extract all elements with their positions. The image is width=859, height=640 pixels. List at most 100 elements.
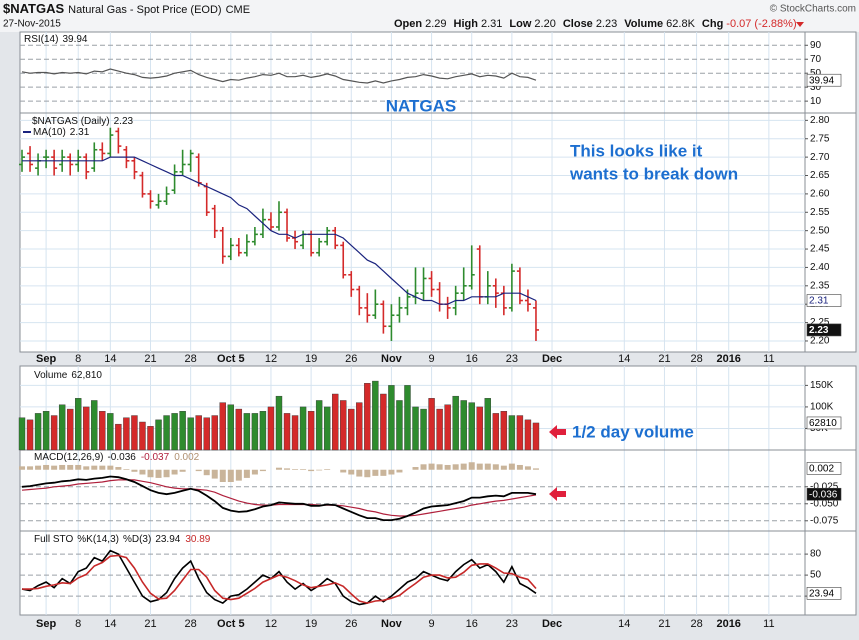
x-tick-label: 11 (763, 353, 774, 365)
histogram-bar (83, 466, 90, 470)
quote-label: High (454, 18, 479, 30)
volume-bar (267, 406, 275, 451)
histogram-bar (364, 469, 371, 478)
histogram-bar (500, 465, 507, 470)
volume-bar (468, 402, 475, 451)
volume-bar (299, 406, 307, 451)
line (22, 554, 537, 604)
value-badge-label: -0.036 (809, 489, 838, 500)
volume-bar (492, 413, 500, 451)
histogram-bar (219, 469, 226, 482)
x-tick-label: 12 (265, 353, 277, 365)
arrow (549, 425, 566, 439)
volume-bar (123, 417, 130, 451)
volume-bar (50, 415, 58, 451)
arrow (549, 487, 566, 501)
y-tick-label: -0.025 (810, 481, 839, 492)
x-tick-label: 9 (429, 618, 435, 630)
volume-bar (34, 413, 42, 451)
y-tick-label: -0.075 (810, 515, 839, 526)
x-tick-label: 28 (185, 353, 197, 365)
volume-bar (58, 404, 66, 451)
volume-bar (428, 398, 435, 451)
x-tick-label: Nov (381, 618, 403, 630)
histogram-bar (428, 463, 435, 470)
y-tick-label: 80 (810, 549, 822, 560)
histogram-bar (19, 466, 26, 470)
volume-bar (323, 406, 331, 451)
x-tick-label: 21 (144, 618, 156, 630)
quote-value: 2.20 (534, 18, 555, 30)
y-tick-label: 2.50 (810, 225, 830, 236)
volume-bar (251, 413, 259, 451)
y-tick-label: 2.70 (810, 152, 830, 163)
volume-bar (195, 415, 202, 451)
histogram-bar (436, 464, 443, 470)
dropdown-icon (796, 22, 804, 27)
volume-bar (171, 413, 178, 451)
x-tick-label: 8 (75, 618, 81, 630)
annotation: wants to break down (569, 164, 738, 183)
x-tick-label: 28 (690, 618, 702, 630)
volume-bar (340, 400, 347, 451)
value-badge (806, 416, 842, 430)
y-tick-label: 2.55 (810, 207, 830, 218)
x-tick-label: 28 (690, 353, 702, 365)
legend-value: 30.89 (185, 534, 210, 545)
volume-bar (243, 413, 251, 451)
volume-bar (163, 415, 170, 451)
volume-bar (476, 406, 483, 451)
histogram-bar (227, 469, 234, 482)
x-tick-label: 12 (265, 618, 277, 630)
histogram-bar (388, 469, 395, 475)
volume-bar (187, 417, 194, 451)
histogram-bar (316, 469, 323, 471)
histogram-bar (340, 469, 347, 473)
x-tick-label: 11 (763, 618, 774, 630)
histogram-bar (139, 469, 146, 475)
y-tick-label: -0.050 (810, 498, 839, 509)
histogram-bar (99, 465, 106, 470)
y-tick-label: 100K (810, 402, 834, 413)
volume-bar (26, 419, 34, 451)
x-tick-label: 16 (466, 618, 478, 630)
x-tick-label: 21 (658, 618, 670, 630)
volume-bar (155, 419, 162, 451)
quote-label: Volume (624, 18, 663, 30)
quote-label: Chg (702, 18, 723, 30)
y-tick-label: 2.65 (810, 170, 830, 181)
volume-bar (283, 413, 291, 451)
volume-bar (203, 417, 210, 451)
legend: MA(10) 2.31 (33, 127, 90, 138)
histogram-bar (492, 464, 499, 470)
value-badge-label: 0.002 (809, 464, 834, 475)
volume-bar (139, 421, 146, 451)
quote-label: Close (563, 18, 593, 30)
volume-bar (115, 423, 122, 451)
volume-bar (75, 398, 82, 451)
volume-bar (179, 411, 186, 451)
histogram-bar (356, 469, 363, 477)
legend-name: %K(14,3) (77, 534, 119, 545)
legend: RSI(14) 39.94 (24, 34, 88, 45)
quote-value: 2.31 (481, 18, 502, 30)
value-badge (806, 294, 842, 307)
volume-bar (452, 395, 459, 451)
volume-bar (420, 408, 427, 451)
histogram-bar (372, 469, 379, 476)
legend: Volume 62,810 (34, 370, 102, 381)
histogram-bar (171, 469, 178, 475)
y-tick-label: 90 (810, 40, 822, 51)
histogram-bar (460, 463, 467, 470)
legend-name: RSI(14) (24, 34, 58, 45)
volume-bar (532, 422, 540, 451)
volume-bar (500, 411, 508, 451)
x-tick-label: 19 (305, 618, 317, 630)
volume-bar (444, 404, 451, 451)
legend-value: 39.94 (62, 34, 87, 45)
x-tick-label: 28 (185, 618, 197, 630)
legend: MACD(12,26,9) -0.036 -0.037 0.002 (34, 452, 200, 463)
header-title: $NATGAS Natural Gas - Spot Price (EOD) CME (3, 1, 250, 16)
annotation: This looks like it (570, 141, 703, 160)
